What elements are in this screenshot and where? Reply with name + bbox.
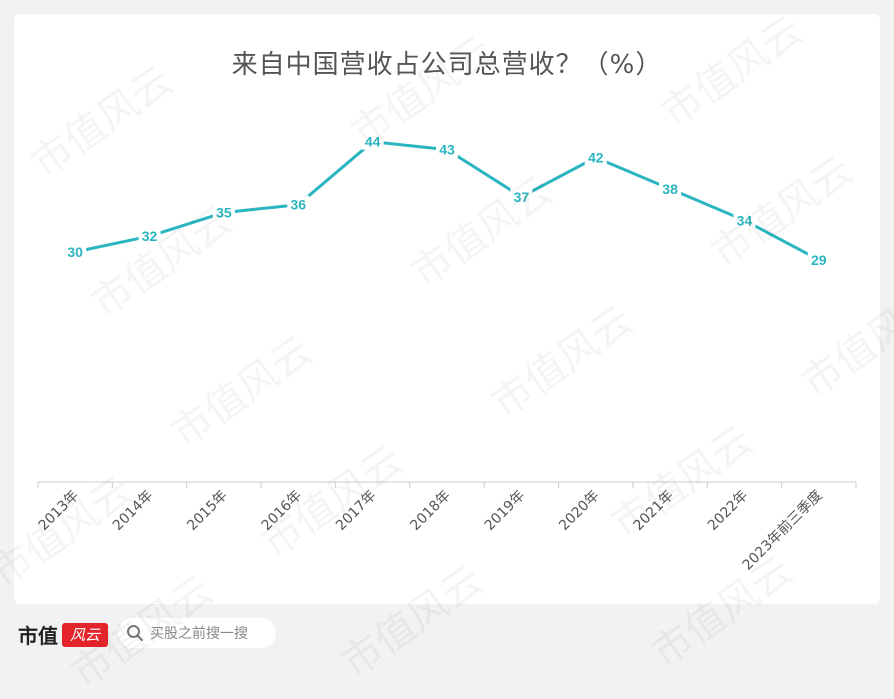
data-label-bg (807, 250, 830, 268)
chart-title: 来自中国营收占公司总营收？（%） (231, 50, 663, 80)
search-placeholder: 买股之前搜一搜 (150, 626, 248, 642)
data-label: 42 (588, 149, 604, 165)
line-chart: 30 32 35 36 44 43 37 42 38 34 29 2013年 2014年 2015年 201… (36, 132, 857, 574)
brand-name: 市值 (18, 624, 58, 648)
x-tick-label: 2013年 (36, 488, 82, 534)
data-label-bg (287, 195, 310, 213)
data-label: 36 (290, 197, 306, 213)
series-line (73, 140, 821, 262)
x-tick-label: 2018年 (407, 488, 453, 534)
x-tick-label: 2022年 (705, 488, 751, 534)
data-label-bg (510, 187, 533, 205)
data-label-bg (733, 211, 756, 229)
data-label-bg (584, 148, 607, 166)
search-icon (127, 625, 143, 641)
data-label-bg (212, 203, 235, 221)
data-label: 34 (737, 212, 753, 228)
data-label-bg (659, 179, 682, 197)
data-label-bg (436, 140, 458, 158)
data-label-bg (361, 132, 384, 150)
chart-card: 来自中国营收占公司总营收？（%） 30 32 35 36 44 43 37 42 38 34 29 2… (14, 14, 880, 604)
brand-logo: 风云 (62, 622, 108, 647)
x-tick-label: 2015年 (184, 488, 230, 534)
x-tick-label: 2014年 (110, 488, 156, 534)
footer-bar: 市值 风云 买股之前搜一搜 (0, 604, 894, 662)
data-label: 44 (365, 134, 381, 150)
x-tick-label: 2019年 (482, 488, 528, 534)
x-tick-label: 2023年前三季度 (739, 487, 826, 574)
data-label-bg (64, 242, 87, 260)
data-label: 37 (514, 189, 530, 205)
x-tick-label: 2017年 (333, 488, 379, 534)
data-label: 30 (67, 244, 83, 260)
x-tick-label: 2020年 (556, 488, 602, 534)
data-label: 29 (811, 252, 827, 268)
x-tick-label: 2021年 (631, 488, 677, 534)
data-label: 38 (662, 181, 678, 197)
search-box[interactable]: 买股之前搜一搜 (118, 618, 276, 648)
x-tick-label: 2016年 (259, 488, 305, 534)
data-label: 43 (439, 142, 455, 158)
brand: 市值 风云 (18, 620, 108, 649)
data-label: 32 (142, 228, 158, 244)
data-label-bg (138, 227, 161, 245)
data-label: 35 (216, 205, 232, 221)
